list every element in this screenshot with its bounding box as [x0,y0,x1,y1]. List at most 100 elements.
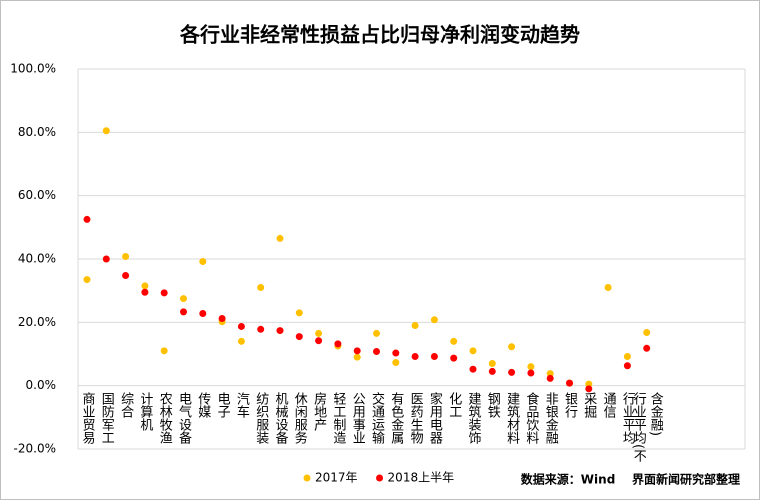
x-tick-label: 银行 [562,392,577,418]
x-tick-label: 电子 [214,392,230,418]
point [295,309,303,317]
point [237,337,245,345]
point [566,379,573,387]
point [546,374,554,382]
x-tick-label: 钢铁 [484,392,500,418]
point [257,325,265,333]
x-tick-label: 采掘 [581,392,597,418]
point [488,360,496,367]
y-tick-label: 60.0% [18,188,56,202]
point [83,215,91,223]
point [122,271,130,279]
point [180,308,187,316]
x-tick-label: 纺织服装 [253,392,269,444]
point [469,347,477,355]
y-tick-label: 100.0% [10,62,56,76]
y-tick-label: 40.0% [18,252,56,266]
x-tick-label: 综合 [118,392,134,418]
point [315,329,323,337]
point [643,328,651,336]
x-tick-label: 建筑材料 [504,392,520,444]
legend-label: 2018上半年 [388,471,455,485]
chart-title: 各行业非经常性损益占比归母净利润变动趋势 [179,23,580,47]
point [334,340,342,348]
x-tick-label: 农林牧渔 [156,392,172,444]
x-tick-label: 公用事业 [349,392,365,444]
point [411,353,419,361]
point [257,284,265,291]
point [160,347,168,355]
x-tick-label: 轻工制造 [330,392,346,444]
point [102,127,110,135]
x-tick-label: 机械设备 [272,392,288,444]
source-note: 数据来源：Wind 界面新闻研究部整理 [521,472,740,487]
x-tick-label: 传媒 [195,392,211,418]
x-tick-label: 通信 [600,392,616,418]
point [411,322,419,329]
point [623,353,631,361]
point [353,347,361,355]
point [527,369,535,377]
y-tick-label: 20.0% [18,315,56,329]
point [430,316,438,324]
point [180,295,187,303]
point [315,337,323,345]
point [508,368,516,376]
point [295,333,303,341]
x-tick-label: 家用电器 [426,392,442,444]
x-tick-label: 国防军工 [98,392,114,444]
point [373,329,380,337]
x-tick-label: 交通运输 [369,392,384,444]
point [199,309,207,317]
x-tick-label: 医药生物 [407,392,423,444]
point [392,359,400,367]
point [430,353,438,361]
point [160,289,168,297]
y-tick-label: -20.0% [14,442,56,456]
point [276,327,284,335]
point [450,354,458,362]
point [450,337,458,345]
x-tick-label: 房地产 [311,392,327,431]
y-tick-label: 80.0% [18,125,56,139]
x-tick-label: 汽车 [233,392,249,418]
x-tick-label: 食品饮料 [523,392,539,444]
legend-marker [303,474,311,482]
point [585,385,593,393]
point [122,252,130,260]
x-tick-label: 有色金属 [388,392,404,444]
point [604,284,612,291]
x-tick-label: 化工 [446,392,462,418]
x-tick-label: 建筑装饰 [465,392,481,444]
point [353,353,361,361]
point [392,349,400,357]
point [373,347,380,355]
point [623,362,631,370]
point [102,255,110,263]
x-tick-label: 行业平均(不含金融) [630,392,663,463]
point [276,234,284,242]
x-tick-label: 商业贸易 [79,392,95,444]
point [643,344,651,352]
point [488,367,496,375]
x-tick-label: 计算机 [137,392,153,431]
legend-marker [376,474,384,482]
point [508,343,516,351]
point [527,363,535,371]
x-tick-label: 休闲服务 [291,392,307,444]
point [237,322,245,330]
point [83,276,91,284]
x-tick-label: 非银金融 [542,392,558,444]
point [199,258,207,266]
legend-label: 2017年 [315,471,358,485]
point [141,288,149,296]
y-tick-label: 0.0% [26,378,57,392]
x-tick-label: 电气设备 [176,392,191,444]
point [218,315,226,323]
x-tick-label: 行业平均 [619,392,635,444]
point [469,365,477,373]
point [141,282,149,290]
